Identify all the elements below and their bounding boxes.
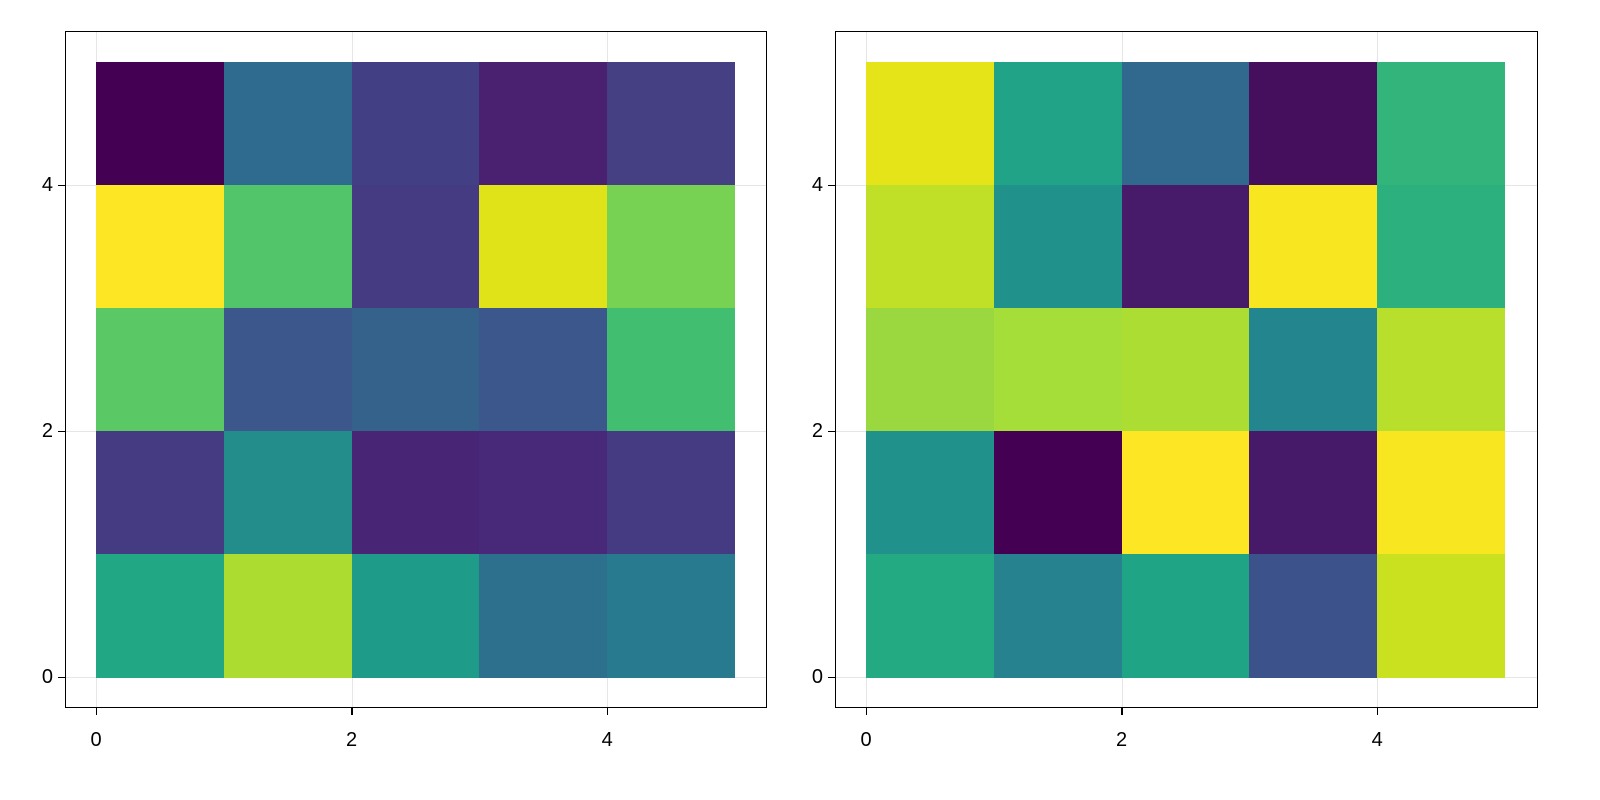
heatmap-cell <box>1377 185 1506 309</box>
y-tick <box>58 184 65 186</box>
heatmap-cell <box>223 554 353 678</box>
heatmap-cell <box>607 185 736 309</box>
heatmap-cell <box>351 185 480 309</box>
heatmap-cell <box>479 554 608 678</box>
x-tick <box>606 708 609 715</box>
heatmap-cell <box>1121 308 1250 432</box>
axis-frame <box>65 31 767 708</box>
y-tick-label: 2 <box>811 420 823 442</box>
heatmap-cell <box>607 308 736 432</box>
y-tick <box>828 676 835 678</box>
heatmap-cell <box>607 431 736 555</box>
heatmap-cell <box>96 62 225 186</box>
heatmap-cell <box>479 431 608 555</box>
heatmap-cell <box>993 185 1123 309</box>
x-tick-label: 2 <box>346 729 358 751</box>
y-tick-label: 4 <box>811 174 823 196</box>
heatmap-cell <box>1121 431 1250 555</box>
y-tick <box>58 430 65 432</box>
x-tick-label: 0 <box>90 729 102 751</box>
x-tick <box>1121 708 1123 715</box>
heatmap-cell <box>96 431 225 555</box>
heatmap-cell <box>993 554 1123 678</box>
y-tick-label: 0 <box>41 666 53 688</box>
x-tick-label: 2 <box>1116 729 1128 751</box>
heatmap-cell <box>351 431 480 555</box>
y-tick-label: 2 <box>41 420 53 442</box>
x-tick-label: 4 <box>601 729 613 751</box>
heatmap-cell <box>351 62 480 186</box>
heatmap-cell <box>1249 554 1378 678</box>
heatmap-cell <box>96 185 225 309</box>
heatmap-cell <box>223 185 353 309</box>
axis-frame <box>835 31 1538 708</box>
heatmap-cell <box>1249 431 1378 555</box>
heatmap-cell <box>1377 308 1506 432</box>
heatmap-cell <box>1121 554 1250 678</box>
y-tick-label: 4 <box>41 174 53 196</box>
heatmap-cell <box>607 62 736 186</box>
heatmap-cell <box>993 308 1123 432</box>
heatmap-cell <box>1377 62 1506 186</box>
heatmap-cell <box>1121 62 1250 186</box>
heatmap-cell <box>1377 431 1506 555</box>
heatmap-cell <box>993 62 1123 186</box>
heatmap-cell <box>1377 554 1506 678</box>
heatmap-cell <box>223 431 353 555</box>
gridline-y <box>836 677 1537 678</box>
heatmap-cell <box>1249 308 1378 432</box>
gridline-y <box>66 677 766 678</box>
x-tick <box>351 708 353 715</box>
x-tick <box>95 708 97 715</box>
heatmap-cell <box>1121 185 1250 309</box>
heatmap-cell <box>993 431 1123 555</box>
heatmap-cell <box>96 308 225 432</box>
heatmap-cell <box>96 554 225 678</box>
y-tick <box>828 430 835 432</box>
heatmap-cell <box>866 431 995 555</box>
heatmap-cell <box>866 185 995 309</box>
heatmap-cell <box>866 308 995 432</box>
heatmap-cell <box>866 62 995 186</box>
heatmap-cell <box>223 308 353 432</box>
x-tick <box>1376 708 1379 715</box>
heatmap-cell <box>1249 185 1378 309</box>
heatmap-cell <box>479 62 608 186</box>
x-tick <box>865 708 867 715</box>
heatmap-cell <box>351 554 480 678</box>
y-tick-label: 0 <box>811 666 823 688</box>
y-tick <box>828 184 835 186</box>
heatmap-cell <box>607 554 736 678</box>
heatmap-cell <box>223 62 353 186</box>
x-tick-label: 0 <box>860 729 872 751</box>
heatmap-cell <box>351 308 480 432</box>
x-tick-label: 4 <box>1371 729 1383 751</box>
y-tick <box>58 676 65 678</box>
heatmap-cell <box>866 554 995 678</box>
heatmap-cell <box>1249 62 1378 186</box>
heatmap-cell <box>479 185 608 309</box>
heatmap-cell <box>479 308 608 432</box>
